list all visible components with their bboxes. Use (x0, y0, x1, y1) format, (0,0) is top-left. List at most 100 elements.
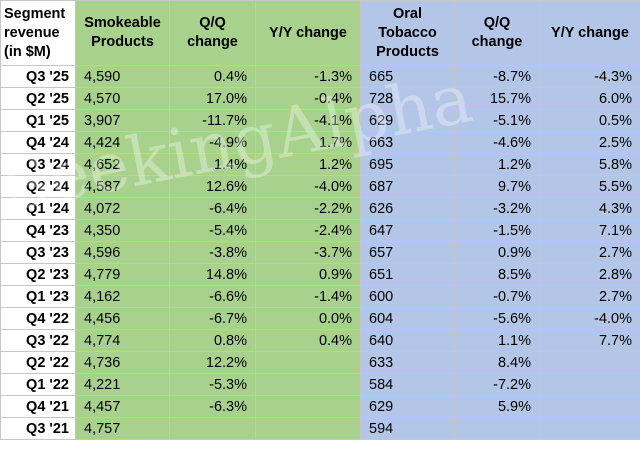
table-cell: 4,587 (75, 175, 170, 198)
quarter-label: Q4 '24 (0, 131, 76, 154)
table-cell: -5.4% (169, 219, 256, 242)
table-cell: -8.7% (454, 65, 540, 88)
table-cell: 9.7% (454, 175, 540, 198)
quarter-label: Q4 '23 (0, 219, 76, 242)
table-cell: 604 (360, 307, 455, 330)
table-cell (539, 395, 640, 418)
table-cell: 2.8% (539, 263, 640, 286)
header-line: change (187, 34, 238, 50)
smokeable-header: Smokeable Products (75, 0, 170, 66)
table-cell (255, 417, 361, 440)
table-cell (539, 373, 640, 396)
table-row: Q4 '23 4,350 -5.4% -2.4% 647 -1.5% 7.1% (0, 219, 640, 242)
table-cell: 4,456 (75, 307, 170, 330)
header-line: Y/Y change (551, 24, 629, 41)
table-cell: -1.4% (255, 285, 361, 308)
table-cell: 0.0% (255, 307, 361, 330)
quarter-label: Q1 '24 (0, 197, 76, 220)
smokeable-qq-header: Q/Q change (169, 0, 256, 66)
table-cell: 5.8% (539, 153, 640, 176)
table-cell: -0.7% (454, 285, 540, 308)
table-cell (255, 351, 361, 374)
table-cell: 4,162 (75, 285, 170, 308)
table-cell: 5.5% (539, 175, 640, 198)
table-cell: 633 (360, 351, 455, 374)
table-cell (539, 351, 640, 374)
table-cell: 4,221 (75, 373, 170, 396)
header-line: Oral (392, 5, 422, 22)
header-line: Tobacco (378, 24, 437, 41)
table-row: Q4 '24 4,424 -4.9% 1.7% 663 -4.6% 2.5% (0, 131, 640, 154)
table-cell: 0.8% (169, 329, 256, 352)
table-cell: -5.3% (169, 373, 256, 396)
table-row: Q1 '25 3,907 -11.7% -4.1% 629 -5.1% 0.5% (0, 109, 640, 132)
quarter-label: Q2 '24 (0, 175, 76, 198)
table-cell (539, 417, 640, 440)
table-cell: 584 (360, 373, 455, 396)
table-row: Q2 '24 4,587 12.6% -4.0% 687 9.7% 5.5% (0, 175, 640, 198)
table-cell: -1.5% (454, 219, 540, 242)
table-cell: 0.9% (454, 241, 540, 264)
quarter-label: Q1 '25 (0, 109, 76, 132)
table-cell: 1.7% (255, 131, 361, 154)
table-cell: 1.4% (169, 153, 256, 176)
table-cell: -4.0% (255, 175, 361, 198)
table-cell: -6.4% (169, 197, 256, 220)
table-cell: 8.4% (454, 351, 540, 374)
table-body: Q3 '25 4,590 0.4% -1.3% 665 -8.7% -4.3% Q2 '25 4… (0, 65, 640, 440)
table-cell: 629 (360, 395, 455, 418)
table-cell (454, 417, 540, 440)
table-cell: -3.8% (169, 241, 256, 264)
table-cell: 4.3% (539, 197, 640, 220)
header-line: revenue (4, 24, 60, 41)
table-row: Q3 '24 4,652 1.4% 1.2% 695 1.2% 5.8% (0, 153, 640, 176)
table-cell: -2.2% (255, 197, 361, 220)
table-cell: -7.2% (454, 373, 540, 396)
table-cell: 0.9% (255, 263, 361, 286)
table-cell: 14.8% (169, 263, 256, 286)
table-cell: -6.3% (169, 395, 256, 418)
quarter-label: Q2 '22 (0, 351, 76, 374)
quarter-label: Q1 '23 (0, 285, 76, 308)
table-cell: 4,596 (75, 241, 170, 264)
table-row: Q4 '21 4,457 -6.3% 629 5.9% (0, 395, 640, 418)
table-cell: 663 (360, 131, 455, 154)
oral-header: Oral Tobacco Products (360, 0, 455, 66)
table-cell (255, 395, 361, 418)
table-cell: -4.9% (169, 131, 256, 154)
table-row: Q1 '24 4,072 -6.4% -2.2% 626 -3.2% 4.3% (0, 197, 640, 220)
quarter-label: Q2 '25 (0, 87, 76, 110)
table-cell: 8.5% (454, 263, 540, 286)
table-row: Q4 '22 4,456 -6.7% 0.0% 604 -5.6% -4.0% (0, 307, 640, 330)
segment-header: Segment revenue (in $M) (0, 0, 76, 66)
table-cell: 728 (360, 87, 455, 110)
table-cell: 2.7% (539, 285, 640, 308)
table-cell: 17.0% (169, 87, 256, 110)
table-cell: 4,350 (75, 219, 170, 242)
table-cell: 626 (360, 197, 455, 220)
table-cell: 2.7% (539, 241, 640, 264)
table-cell: 7.1% (539, 219, 640, 242)
oral-yy-header: Y/Y change (539, 0, 640, 66)
table-cell: -6.6% (169, 285, 256, 308)
table-cell: 665 (360, 65, 455, 88)
table-cell: 4,774 (75, 329, 170, 352)
table-cell: 0.4% (255, 329, 361, 352)
header-line: Products (376, 43, 439, 60)
table-cell: 6.0% (539, 87, 640, 110)
table-cell: 640 (360, 329, 455, 352)
table-row: Q3 '23 4,596 -3.8% -3.7% 657 0.9% 2.7% (0, 241, 640, 264)
table-cell: 4,457 (75, 395, 170, 418)
quarter-label: Q3 '23 (0, 241, 76, 264)
table-cell: 647 (360, 219, 455, 242)
quarter-label: Q3 '25 (0, 65, 76, 88)
table-cell: 4,424 (75, 131, 170, 154)
quarter-label: Q3 '24 (0, 153, 76, 176)
header-line: Products (91, 34, 154, 50)
table-cell: -4.1% (255, 109, 361, 132)
table-cell: -5.6% (454, 307, 540, 330)
table-cell: 629 (360, 109, 455, 132)
table-cell: -2.4% (255, 219, 361, 242)
table-cell: 687 (360, 175, 455, 198)
table-cell: 695 (360, 153, 455, 176)
